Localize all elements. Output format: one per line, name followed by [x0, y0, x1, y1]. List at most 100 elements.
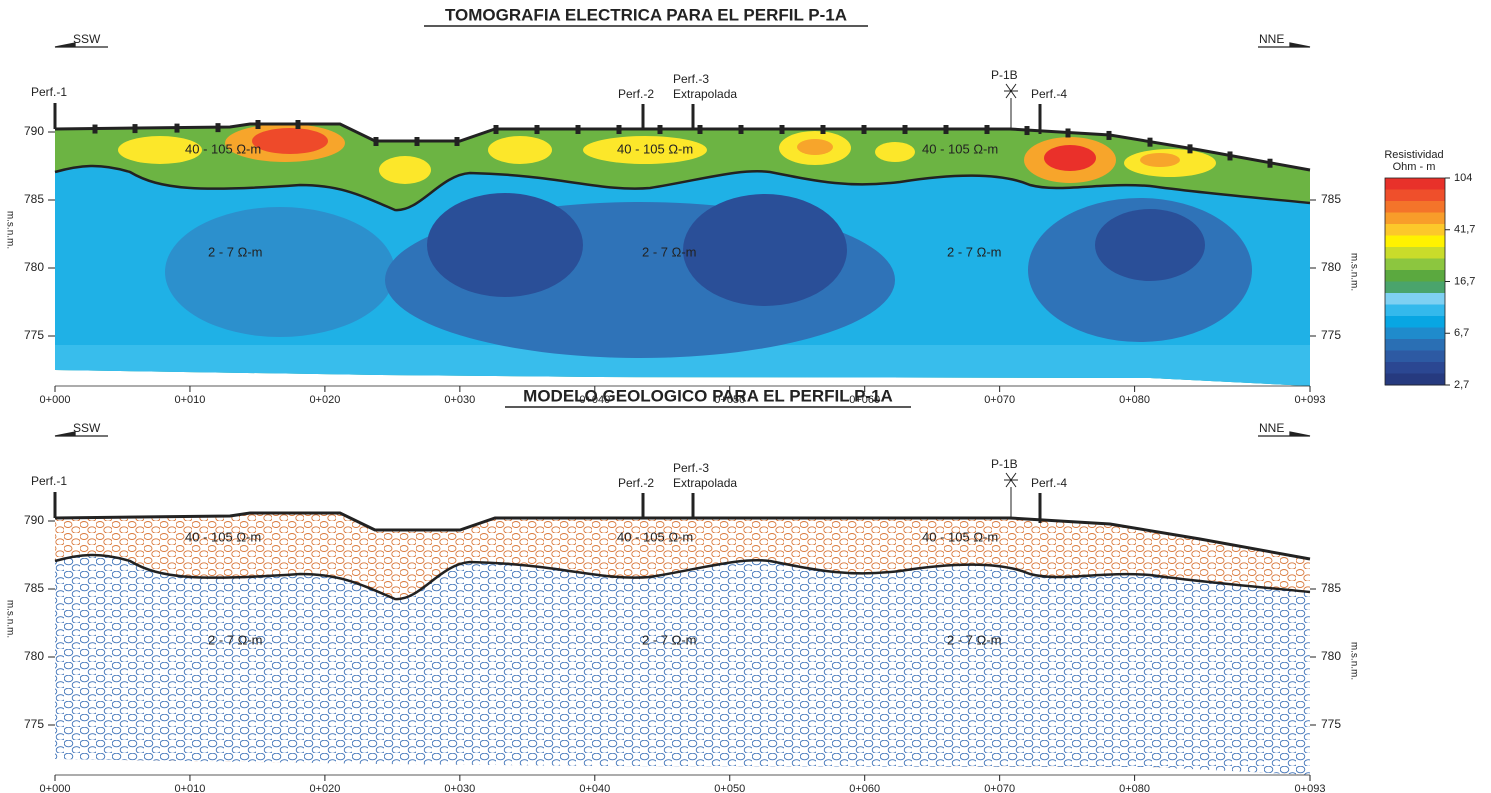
- zone-label: 2 - 7 Ω-m: [208, 244, 263, 259]
- y-tick-label: 785: [1321, 192, 1341, 206]
- zone-label: 2 - 7 Ω-m: [208, 632, 263, 647]
- panel-title: TOMOGRAFIA ELECTRICA PARA EL PERFIL P-1A: [445, 5, 847, 24]
- zone-label: 40 - 105 Ω-m: [185, 141, 261, 156]
- borehole-label: Perf.-1: [31, 474, 67, 488]
- electrode: [493, 125, 499, 134]
- x-tick-label: 0+093: [1295, 394, 1326, 406]
- electrode: [1106, 130, 1112, 140]
- legend-swatch: [1385, 270, 1445, 282]
- borehole-label: Perf.-2: [618, 87, 654, 101]
- legend-tick-label: 104: [1454, 172, 1472, 184]
- y-tick-label: 775: [24, 328, 44, 342]
- x-tick-label: 0+000: [40, 783, 71, 793]
- legend-tick-label: 2,7: [1454, 379, 1469, 391]
- x-tick-label: 0+060: [849, 394, 880, 406]
- y-tick-label: 790: [24, 124, 44, 138]
- electrode: [92, 124, 98, 134]
- y-tick-label: 780: [24, 260, 44, 274]
- legend-swatch: [1385, 212, 1445, 225]
- direction-arrow: [54, 42, 108, 48]
- borehole-label: Perf.-3: [673, 461, 709, 475]
- direction-arrow: [1258, 431, 1311, 437]
- x-tick-label: 0+080: [1119, 394, 1150, 406]
- direction-label: SSW: [73, 32, 101, 46]
- borehole-label: P-1B: [991, 68, 1018, 82]
- legend-swatch: [1385, 373, 1445, 386]
- geologic-section: [53, 511, 1312, 775]
- y-tick-label: 780: [1321, 260, 1341, 274]
- electrode: [697, 125, 703, 134]
- electrode: [255, 120, 261, 129]
- electrode: [779, 125, 785, 134]
- electrode: [454, 137, 460, 146]
- electrode: [534, 125, 540, 134]
- legend-swatch: [1385, 178, 1445, 190]
- y-tick-label: 785: [24, 192, 44, 206]
- x-tick-label: 0+020: [309, 394, 340, 406]
- electrode: [575, 125, 581, 134]
- x-tick-label: 0+093: [1295, 783, 1326, 793]
- zone-label: 40 - 105 Ω-m: [185, 529, 261, 544]
- electrode: [174, 123, 180, 133]
- zone-label: 40 - 105 Ω-m: [922, 529, 998, 544]
- x-tick-label: 0+030: [444, 394, 475, 406]
- electrode: [132, 124, 138, 134]
- electrode: [902, 125, 908, 134]
- direction-label: NNE: [1259, 32, 1284, 46]
- borehole-label: Perf.-1: [31, 85, 67, 99]
- electrode: [295, 120, 301, 129]
- borehole-label: Perf.-2: [618, 476, 654, 490]
- x-tick-label: 0+020: [309, 783, 340, 793]
- legend-tick-label: 41,7: [1454, 224, 1475, 236]
- direction-label: SSW: [73, 421, 101, 435]
- x-tick-label: 0+040: [579, 394, 610, 406]
- borehole-label: P-1B: [991, 457, 1018, 471]
- borehole-symbol: [1004, 83, 1018, 99]
- electrode: [861, 125, 867, 134]
- panel-title: MODELO GEOLOGICO PARA EL PERFIL P-1A: [523, 386, 893, 405]
- electrode: [414, 137, 420, 146]
- legend-swatch: [1385, 189, 1445, 202]
- borehole-note: Extrapolada: [673, 87, 737, 101]
- x-tick-label: 0+010: [174, 783, 205, 793]
- electrode: [738, 125, 744, 134]
- y-tick-label: 780: [1321, 649, 1341, 663]
- electrode: [984, 125, 990, 134]
- electrode: [1187, 144, 1193, 154]
- legend-swatch: [1385, 235, 1445, 248]
- legend-unit: Ohm - m: [1393, 161, 1436, 173]
- x-tick-label: 0+040: [579, 783, 610, 793]
- legend-swatch: [1385, 247, 1445, 259]
- legend-swatch: [1385, 350, 1445, 363]
- x-tick-label: 0+050: [714, 394, 745, 406]
- electrode: [373, 137, 379, 146]
- legend-swatch: [1385, 258, 1445, 271]
- x-tick-label: 0+000: [40, 394, 71, 406]
- zone-label: 2 - 7 Ω-m: [947, 244, 1002, 259]
- y-tick-label: 790: [24, 513, 44, 527]
- direction-arrow: [54, 431, 108, 437]
- electrode: [943, 125, 949, 134]
- x-tick-label: 0+070: [984, 783, 1015, 793]
- electrode: [657, 125, 663, 134]
- x-tick-label: 0+030: [444, 783, 475, 793]
- electrode: [1267, 158, 1273, 168]
- direction-arrow: [1258, 42, 1311, 48]
- zone-label: 2 - 7 Ω-m: [642, 632, 697, 647]
- legend-swatch: [1385, 201, 1445, 213]
- legend-swatch: [1385, 304, 1445, 317]
- electrode: [215, 123, 221, 133]
- y-tick-label: 775: [1321, 328, 1341, 342]
- borehole-symbol: [1004, 472, 1018, 488]
- legend-swatch: [1385, 316, 1445, 328]
- x-tick-label: 0+010: [174, 394, 205, 406]
- legend-swatch: [1385, 362, 1445, 374]
- electrode: [1024, 126, 1030, 136]
- borehole-label: Perf.-4: [1031, 476, 1067, 490]
- borehole-note: Extrapolada: [673, 476, 737, 490]
- zone-label: 40 - 105 Ω-m: [617, 141, 693, 156]
- electrode: [1147, 137, 1153, 147]
- electrode: [1065, 128, 1071, 138]
- resistivity-section: [53, 120, 1312, 386]
